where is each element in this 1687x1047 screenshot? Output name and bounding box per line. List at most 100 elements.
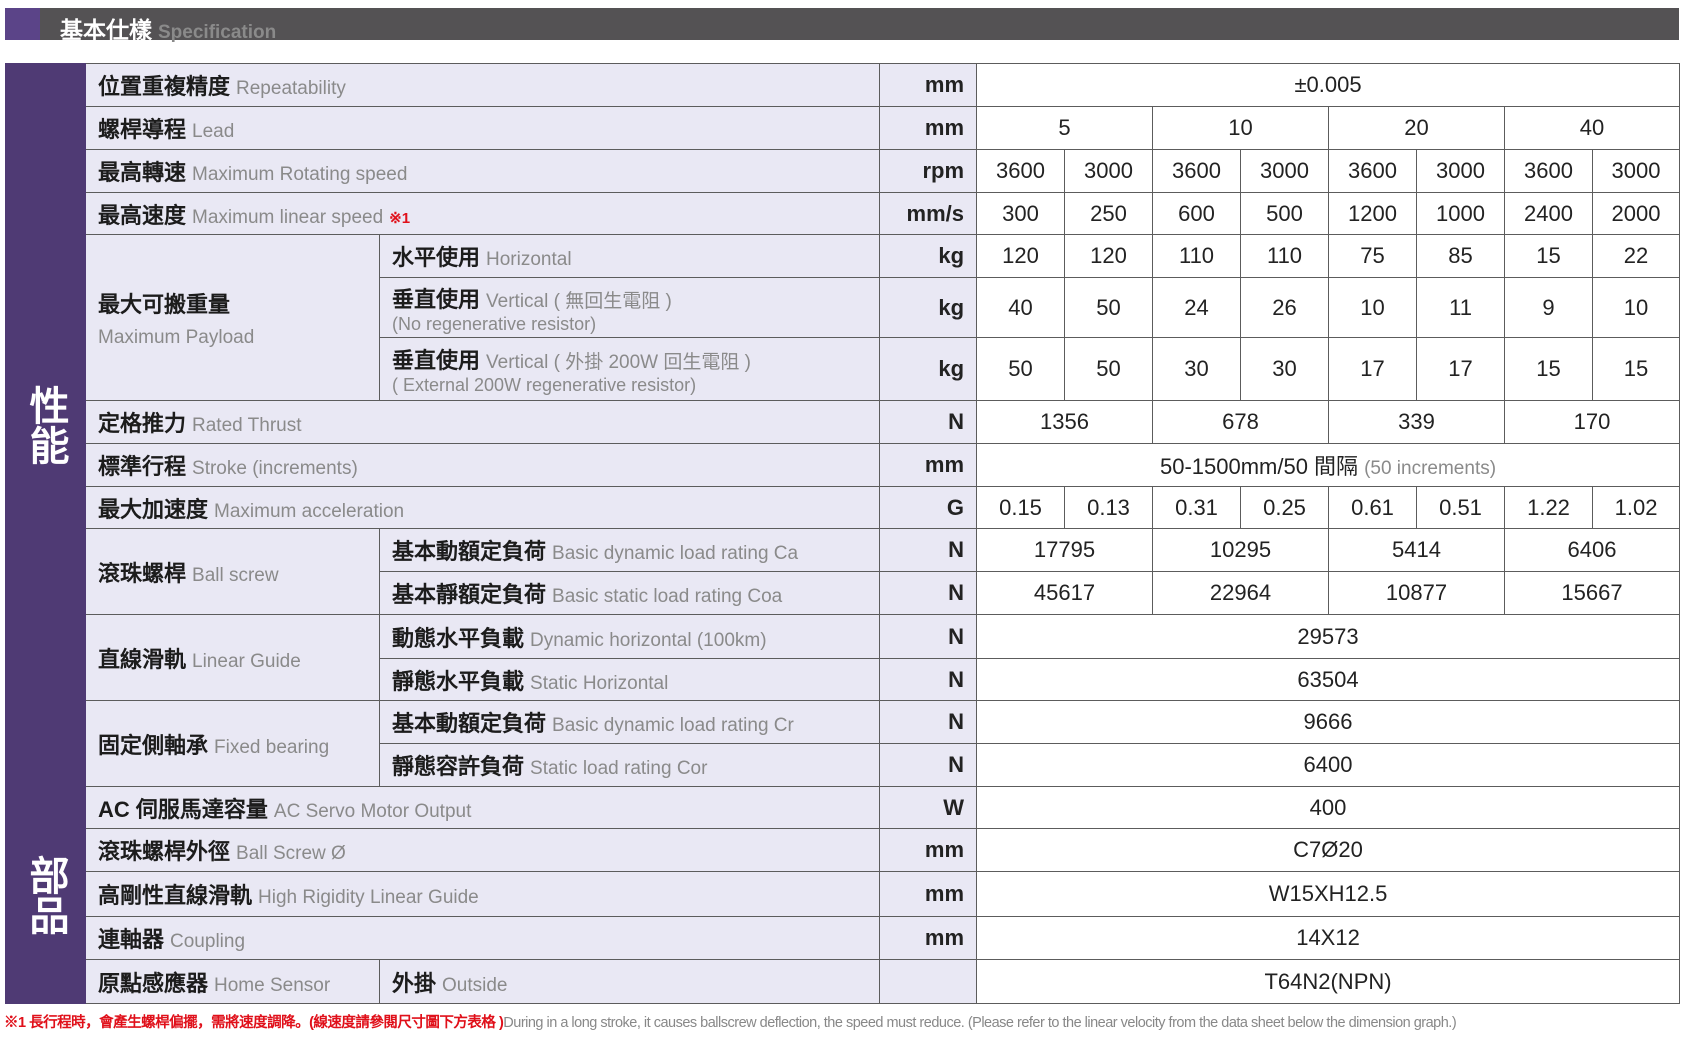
- value-cell: 678: [1152, 400, 1330, 444]
- table-row: 最大可搬重量 Maximum Payload 水平使用 Horizontal kg 120…: [6, 234, 1681, 401]
- value-cell: 50: [976, 337, 1066, 401]
- group-en: Ball screw: [192, 564, 279, 586]
- value-cell: 500: [1240, 192, 1330, 235]
- value-text: 22964: [1209, 580, 1272, 605]
- value-text: 120: [1090, 243, 1127, 268]
- value-cell: 75: [1328, 234, 1418, 278]
- table-row: 垂直使用 Vertical ( 無回生電阻 ) (No regenerative r…: [6, 277, 1681, 338]
- table-row: 滾珠螺桿 Ball screw 基本動額定負荷 Basic dynamic load …: [6, 528, 1681, 615]
- value-cell: T64N2(NPN): [976, 959, 1681, 1004]
- table-row: 固定側軸承 Fixed bearing 基本動額定負荷 Basic dynamic l…: [6, 700, 1681, 787]
- value-cell: 0.15: [976, 486, 1066, 529]
- label-zh: 靜態水平負載: [392, 668, 525, 694]
- value-text: 24: [1184, 294, 1209, 320]
- value-text: 40: [1579, 115, 1605, 140]
- value-text: 3000: [1611, 158, 1661, 183]
- label-zh: 基本動額定負荷: [392, 711, 547, 736]
- value-cell: 50-1500mm/50 間隔 (50 increments): [976, 443, 1681, 487]
- unit-cell: mm/s: [879, 192, 978, 235]
- footnote-zh: ※1 長行程時，會產生螺桿偏擺，需將速度調降。(線速度請參閱尺寸圖下方表格 ): [4, 1015, 504, 1031]
- label-en: Maximum linear speed: [192, 206, 384, 228]
- label-zh: 基本靜額定負荷: [392, 582, 547, 607]
- group-label-payload: 最大可搬重量 Maximum Payload: [85, 234, 380, 401]
- unit-cell: mm: [879, 443, 978, 487]
- value-text: 2000: [1611, 200, 1661, 226]
- value-note: (50 increments): [1364, 458, 1497, 479]
- value-cell: 26: [1240, 277, 1330, 338]
- footnote-en: During in a long stroke, it causes balls…: [503, 1015, 1457, 1031]
- value-text: 3600: [996, 158, 1045, 183]
- value-cell: 339: [1328, 400, 1506, 444]
- value-text: 63504: [1297, 666, 1359, 692]
- value-cell: 5414: [1328, 528, 1506, 572]
- label-zh: 定格推力: [98, 411, 187, 436]
- group-label-bearing: 固定側軸承 Fixed bearing: [85, 700, 380, 787]
- value-cell: W15XH12.5: [976, 871, 1681, 917]
- value-cell: 110: [1152, 234, 1242, 278]
- value-text: 10: [1623, 294, 1649, 320]
- unit-cell: mm: [879, 106, 978, 150]
- table-row: 最高轉速 Maximum Rotating speed rpm 3600 3000 360…: [6, 149, 1681, 193]
- label-zh: AC 伺服馬達容量: [98, 796, 268, 822]
- value-cell: 24: [1152, 277, 1242, 338]
- label-en: Coupling: [170, 931, 246, 952]
- value-text: 1.22: [1527, 494, 1570, 520]
- value-cell: 3000: [1064, 149, 1154, 193]
- label-en: Outside: [442, 974, 508, 996]
- table-row: 最大加速度 Maximum acceleration G 0.15 0.13 0.31 0.…: [6, 486, 1681, 529]
- value-cell: 2400: [1504, 192, 1594, 235]
- value-cell: 10: [1152, 106, 1330, 150]
- value-cell: 3000: [1416, 149, 1506, 193]
- value-text: 75: [1360, 243, 1385, 268]
- spec-table: 性能 位置重複精度 Repeatability mm ±0.005 螺桿導程 Lead mm 5…: [5, 63, 1681, 1004]
- value-text: 170: [1573, 409, 1611, 434]
- value-cell: 3600: [1504, 149, 1594, 193]
- label-en: Basic dynamic load rating Cr: [552, 715, 794, 736]
- value-text: 1000: [1436, 200, 1485, 226]
- value-cell: 2000: [1592, 192, 1681, 235]
- label-zh: 位置重複精度: [98, 74, 231, 99]
- row-label: 定格推力 Rated Thrust: [84, 400, 881, 444]
- value-text: 6400: [1303, 752, 1353, 777]
- table-row: 原點感應器 Home Sensor 外掛 Outside T64N2(NPN): [6, 959, 1681, 1004]
- label-zh: 動態水平負載: [392, 625, 525, 651]
- title-zh: 基本仕樣: [60, 17, 152, 43]
- value-cell: 22964: [1152, 571, 1330, 615]
- value-text: 50: [1008, 356, 1033, 381]
- value-text: 110: [1266, 243, 1303, 268]
- value-cell: 0.13: [1064, 486, 1154, 529]
- value-cell: 1200: [1328, 192, 1418, 235]
- value-cell: 40: [976, 277, 1066, 338]
- group-zh: 滾珠螺桿: [98, 560, 187, 586]
- label-en: Repeatability: [236, 78, 346, 99]
- label-en: AC Servo Motor Output: [273, 800, 472, 822]
- group-zh: 固定側軸承: [98, 732, 209, 758]
- value-text: 9: [1542, 294, 1555, 320]
- value-text: 120: [1002, 243, 1039, 268]
- unit-cell: N: [879, 528, 978, 572]
- value-cell: 3600: [1152, 149, 1242, 193]
- value-text: T64N2(NPN): [1264, 968, 1392, 994]
- value-cell: 600: [1152, 192, 1242, 235]
- unit-cell: kg: [879, 337, 978, 401]
- value-cell: 17: [1328, 337, 1418, 401]
- group-label-sensor: 原點感應器 Home Sensor: [85, 959, 380, 1004]
- label-zh: 外掛: [392, 970, 437, 996]
- value-cell: 300: [976, 192, 1066, 235]
- value-text: 85: [1448, 243, 1473, 268]
- value-text: 110: [1178, 243, 1215, 268]
- label-en: Rated Thrust: [192, 415, 302, 436]
- value-cell: 29573: [976, 614, 1681, 659]
- value-cell: 50: [1064, 277, 1154, 338]
- value-cell: 63504: [976, 658, 1681, 701]
- value-cell: 0.31: [1152, 486, 1242, 529]
- value-text: 10: [1360, 294, 1385, 320]
- value-cell: 120: [1064, 234, 1154, 278]
- value-cell: 15667: [1504, 571, 1681, 615]
- unit-cell: mm: [879, 63, 978, 107]
- group-label-ballscrew: 滾珠螺桿 Ball screw: [85, 528, 380, 615]
- value-cell: 30: [1152, 337, 1242, 401]
- unit-cell: N: [879, 614, 978, 659]
- sub-label: 垂直使用 Vertical ( 無回生電阻 ) (No regenerative r…: [378, 277, 881, 338]
- value-cell: 120: [976, 234, 1066, 278]
